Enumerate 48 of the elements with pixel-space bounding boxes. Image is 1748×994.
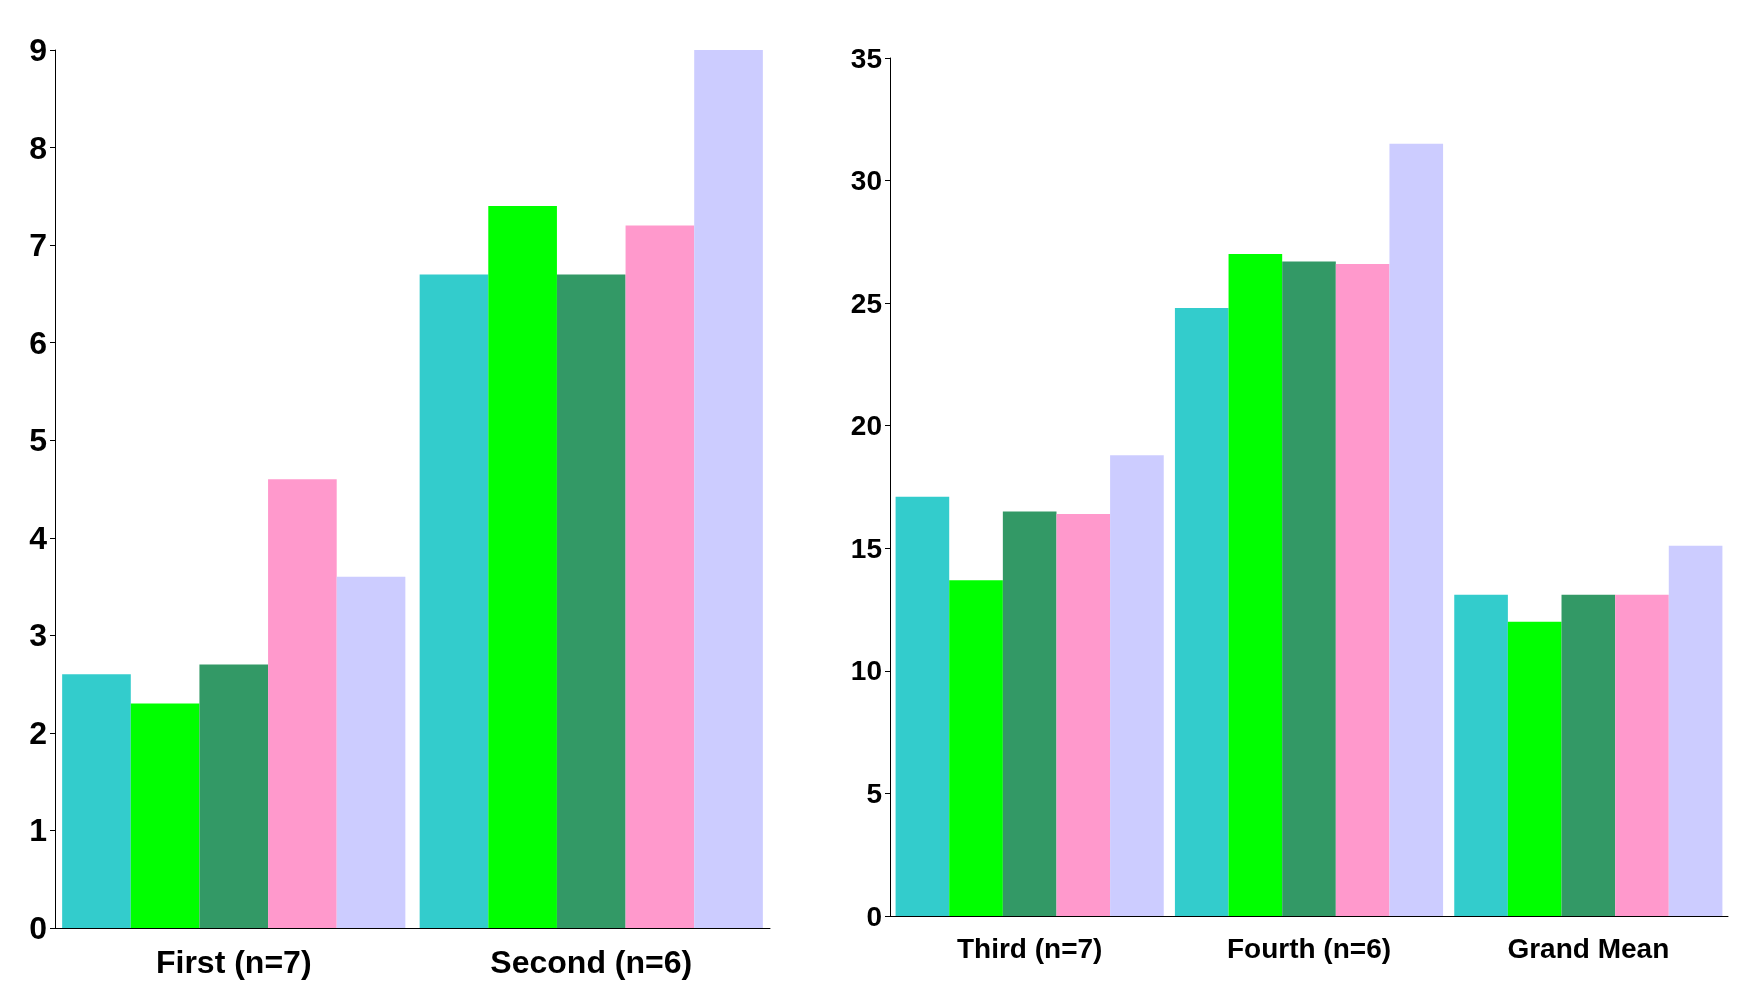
bar xyxy=(1002,511,1057,916)
y-tick-label: 3 xyxy=(29,617,47,654)
bar xyxy=(1056,513,1111,916)
bar xyxy=(1454,594,1508,916)
bar xyxy=(336,576,406,928)
y-tick-label: 6 xyxy=(29,324,47,361)
y-tick-label: 5 xyxy=(29,422,47,459)
bar xyxy=(62,674,131,928)
y-tick-label: 30 xyxy=(850,165,882,197)
bar xyxy=(1615,594,1669,916)
bar xyxy=(949,580,1003,916)
bar xyxy=(1561,594,1616,916)
bar xyxy=(1389,143,1444,916)
bar xyxy=(1282,261,1336,916)
bar xyxy=(694,50,763,928)
y-tick-label: 0 xyxy=(29,910,47,946)
bar xyxy=(1507,621,1562,916)
y-tick-label: 20 xyxy=(850,410,882,442)
bar xyxy=(130,703,200,928)
y-tick-label: 10 xyxy=(850,655,882,687)
y-tick-label: 8 xyxy=(29,129,47,166)
x-tick-label: Fourth (n=6) xyxy=(1226,932,1392,964)
y-tick-label: 4 xyxy=(29,519,48,556)
bar xyxy=(556,274,626,928)
x-tick-label: Second (n=6) xyxy=(490,944,693,980)
bar xyxy=(1228,254,1283,916)
y-tick-label: 9 xyxy=(29,32,47,68)
bar xyxy=(1335,263,1390,916)
bar xyxy=(895,496,950,916)
x-tick-label: Third (n=7) xyxy=(956,932,1103,964)
y-tick-label: 0 xyxy=(866,900,882,932)
y-tick-label: 5 xyxy=(866,777,882,809)
bar xyxy=(625,225,695,928)
bar xyxy=(199,664,269,928)
bar xyxy=(488,206,557,928)
x-tick-label: Grand Mean xyxy=(1507,932,1670,964)
y-tick-label: 15 xyxy=(850,532,882,564)
x-tick-label: First (n=7) xyxy=(155,944,312,980)
y-tick-label: 35 xyxy=(850,42,882,74)
y-tick-label: 1 xyxy=(29,812,47,849)
bar xyxy=(1668,545,1723,916)
bar xyxy=(1110,455,1164,916)
bar xyxy=(419,274,489,928)
y-tick-label: 7 xyxy=(29,227,47,264)
bar xyxy=(268,479,337,928)
y-tick-label: 25 xyxy=(850,287,882,319)
y-tick-label: 2 xyxy=(29,714,47,751)
bar xyxy=(1174,308,1229,916)
